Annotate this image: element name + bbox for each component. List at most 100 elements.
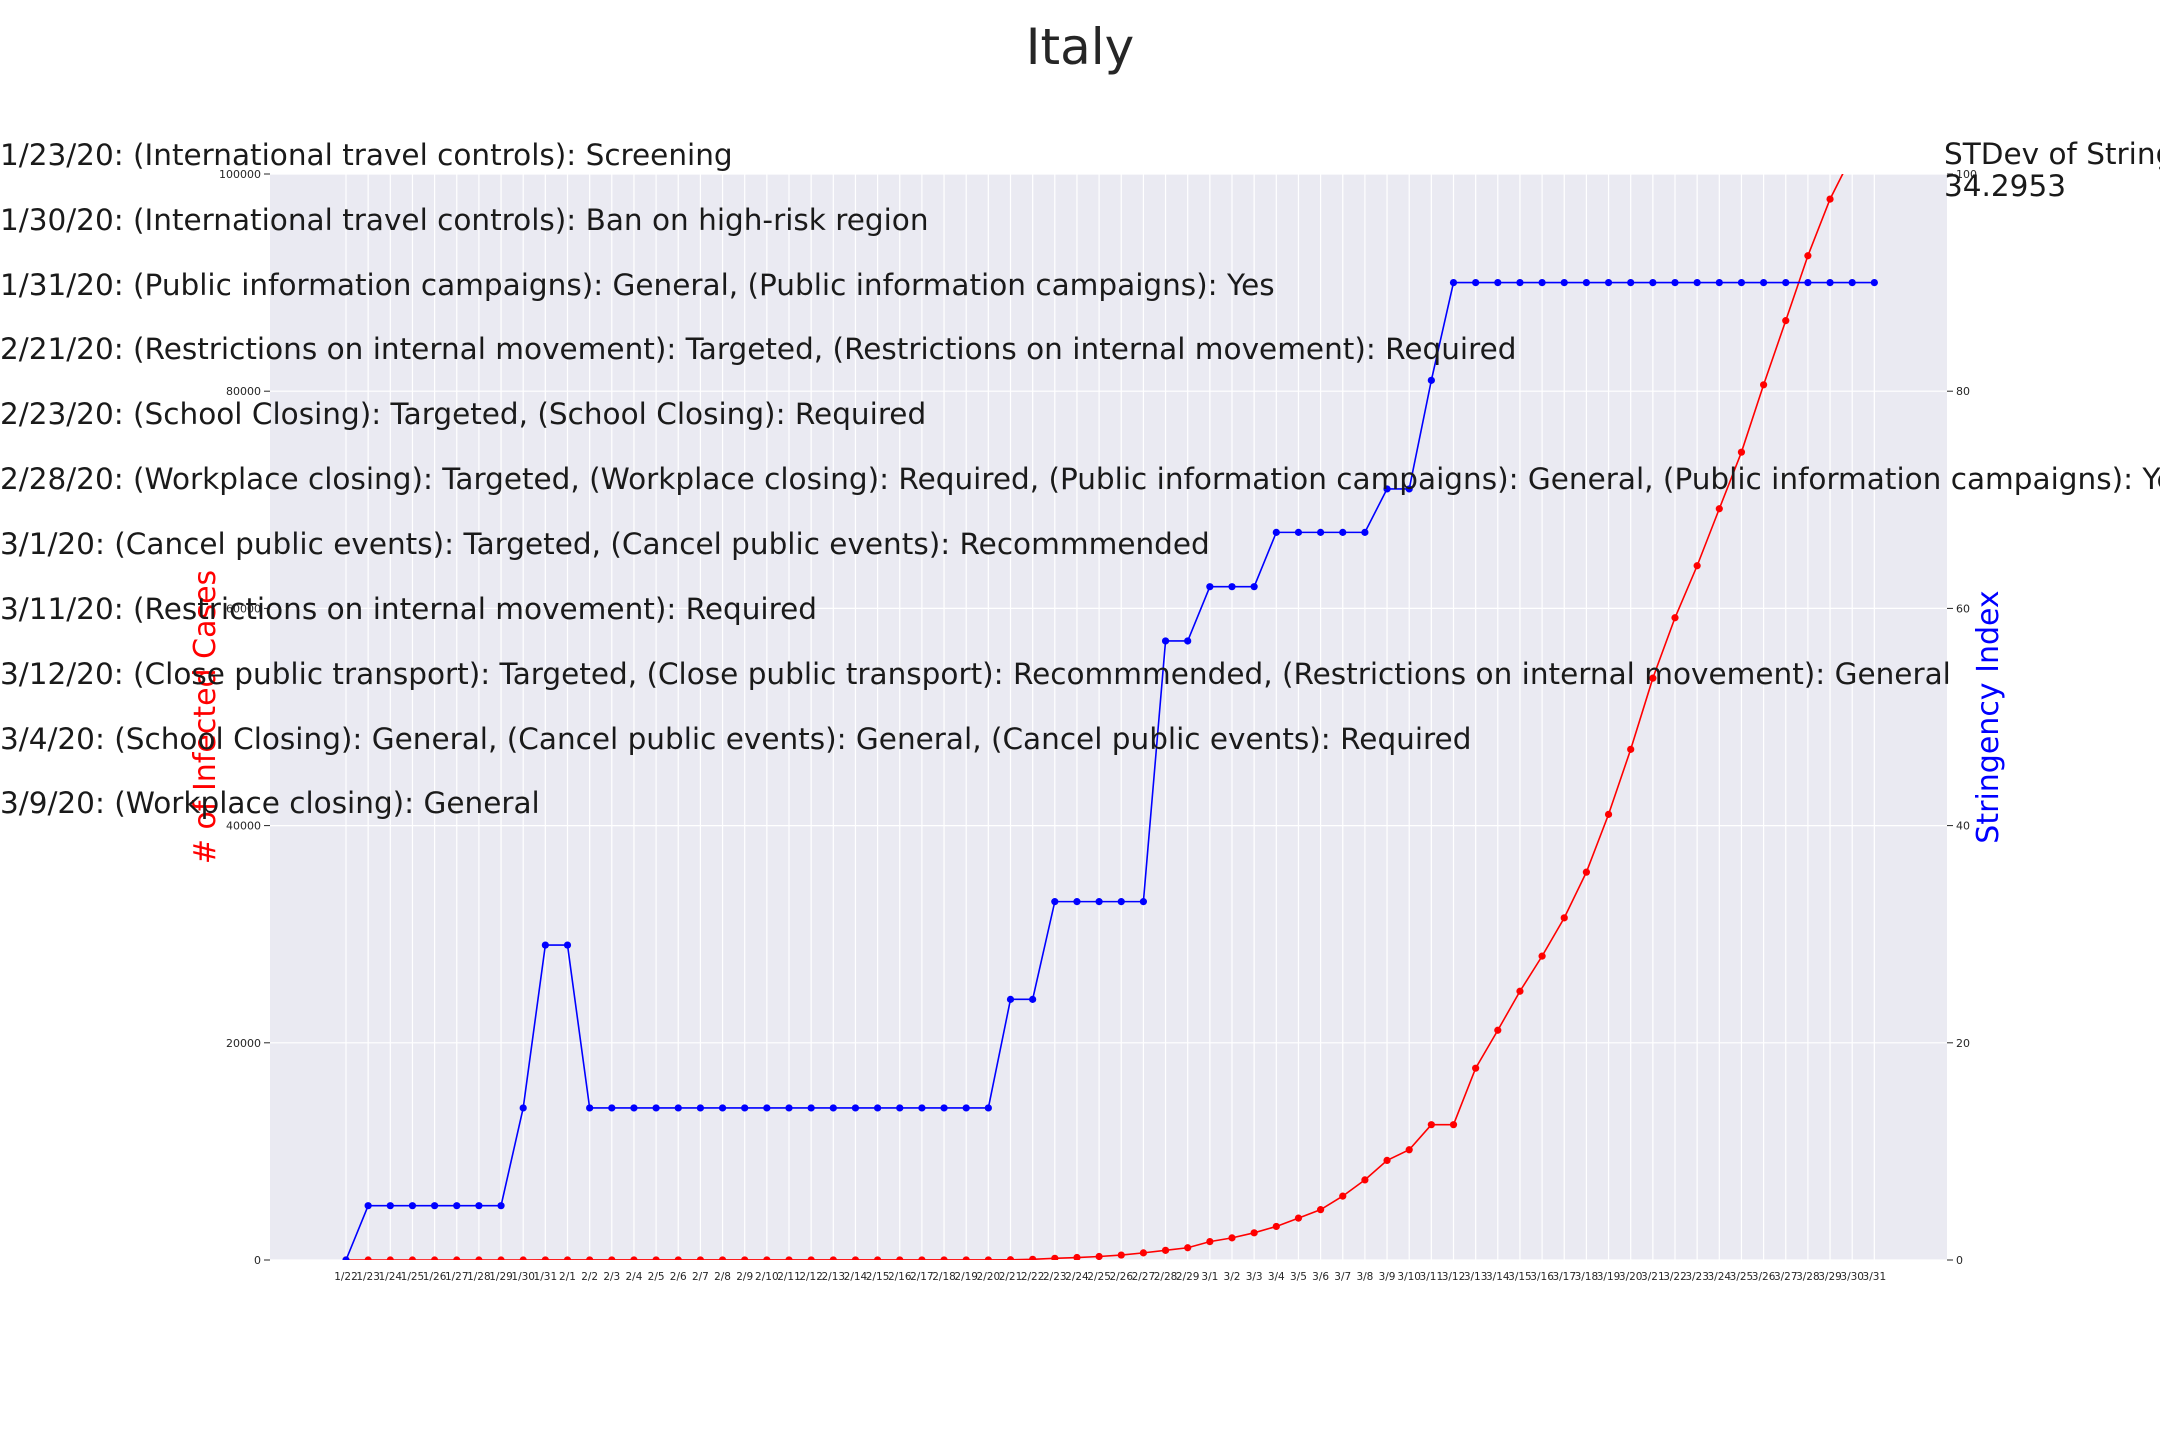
stringency-point	[962, 1104, 970, 1112]
cases-point	[896, 1256, 904, 1260]
stringency-point	[431, 1202, 439, 1210]
x-tick-label: 3/22	[1663, 1271, 1687, 1283]
stringency-point	[630, 1104, 638, 1112]
cases-point	[652, 1256, 660, 1260]
stringency-point	[851, 1104, 860, 1112]
left-axis-label: # of Infected Cases	[188, 570, 223, 864]
cases-point	[1560, 914, 1568, 922]
cases-point	[807, 1256, 815, 1260]
x-tick-label: 1/30	[511, 1271, 535, 1283]
x-tick-label: 2/29	[1176, 1271, 1200, 1283]
x-tick-label: 3/9	[1379, 1271, 1396, 1283]
stringency-point	[874, 1104, 882, 1112]
stringency-point	[940, 1104, 948, 1112]
x-tick-label: 2/8	[714, 1271, 731, 1283]
stringency-point	[541, 941, 549, 949]
stringency-point	[1006, 995, 1015, 1003]
cases-point	[1671, 614, 1679, 622]
x-tick-label: 3/3	[1246, 1271, 1263, 1283]
stringency-point	[1737, 279, 1746, 287]
stringency-point	[1538, 279, 1546, 287]
x-tick-label: 3/2	[1224, 1271, 1241, 1283]
right-tick-label: 0	[1956, 1254, 1963, 1267]
cases-point	[630, 1256, 638, 1260]
stringency-point	[1472, 279, 1480, 287]
stringency-point	[1161, 637, 1170, 645]
right-tick-label: 60	[1956, 602, 1970, 615]
x-tick-label: 3/15	[1508, 1271, 1532, 1283]
cases-point	[408, 1256, 417, 1260]
stringency-point	[364, 1202, 372, 1210]
cases-point	[1737, 448, 1746, 456]
x-tick-label: 3/10	[1397, 1271, 1421, 1283]
stringency-point	[1095, 898, 1103, 906]
cases-point	[1494, 1026, 1502, 1034]
stringency-point	[1272, 528, 1280, 536]
stringency-point	[1228, 583, 1236, 591]
right-tick-label: 100	[1956, 168, 1977, 181]
cases-point	[1073, 1253, 1081, 1260]
stringency-point	[1715, 279, 1723, 287]
stringency-point	[1826, 279, 1834, 287]
stringency-point	[1560, 279, 1568, 287]
cases-point	[1871, 107, 1878, 114]
cases-point	[1228, 1234, 1236, 1242]
grid	[270, 173, 1947, 1261]
cases-point	[984, 1256, 992, 1260]
x-tick-label: 3/6	[1312, 1271, 1329, 1283]
cases-point	[962, 1256, 970, 1260]
stringency-point	[586, 1104, 594, 1112]
cases-point	[1339, 1192, 1347, 1200]
x-tick-label: 2/9	[736, 1271, 753, 1283]
x-tick-label: 2/24	[1065, 1271, 1089, 1283]
stringency-point	[785, 1104, 793, 1112]
cases-point	[1804, 252, 1812, 260]
x-tick-label: 2/28	[1154, 1271, 1178, 1283]
stringency-point	[453, 1202, 461, 1210]
x-tick-label: 2/14	[844, 1271, 868, 1283]
stringency-point	[342, 1256, 350, 1260]
stringency-point	[829, 1104, 837, 1112]
x-tick-label: 2/21	[999, 1271, 1023, 1283]
stringency-point	[608, 1104, 616, 1112]
cases-point	[874, 1256, 882, 1260]
x-tick-label: 3/19	[1597, 1271, 1621, 1283]
cases-point	[763, 1256, 771, 1260]
x-tick-label: 3/23	[1685, 1271, 1709, 1283]
cases-point	[1029, 1255, 1037, 1260]
x-tick-label: 3/1	[1201, 1271, 1218, 1283]
series-layer	[342, 107, 1878, 1260]
cases-point	[1361, 1176, 1369, 1184]
x-tick-label: 2/17	[910, 1271, 934, 1283]
right-tick-label: 40	[1956, 820, 1970, 833]
x-tick-label: 3/13	[1464, 1271, 1488, 1283]
stringency-point	[1206, 583, 1214, 591]
cases-point	[1760, 381, 1768, 389]
cases-point	[1184, 1244, 1192, 1252]
x-tick-label: 2/16	[888, 1271, 912, 1283]
stringency-point	[1383, 485, 1391, 493]
cases-point	[1405, 1146, 1413, 1154]
x-tick-label: 1/23	[356, 1271, 380, 1283]
cases-point	[608, 1256, 616, 1260]
x-tick-label: 2/19	[954, 1271, 978, 1283]
right-axis-ticks: 0 20 40 60 80 100	[1947, 168, 1977, 1267]
x-axis-ticks: 1/221/231/241/251/261/271/281/291/301/31…	[334, 1271, 1886, 1283]
cases-point	[519, 1256, 527, 1260]
cases-point	[1095, 1252, 1103, 1260]
stringency-point	[896, 1104, 904, 1112]
left-tick-label: 60000	[226, 602, 261, 615]
left-tick-label: 100000	[219, 168, 261, 181]
stringency-point	[1361, 528, 1369, 536]
left-tick-label: 80000	[226, 385, 261, 398]
x-tick-label: 2/3	[603, 1271, 620, 1283]
x-tick-label: 2/7	[692, 1271, 709, 1283]
stringency-point	[1604, 279, 1613, 287]
cases-point	[1849, 152, 1856, 159]
stringency-point	[1782, 279, 1790, 287]
x-tick-label: 3/7	[1334, 1271, 1351, 1283]
stringency-point	[763, 1104, 771, 1112]
x-tick-label: 2/2	[581, 1271, 598, 1283]
cases-point	[586, 1256, 594, 1260]
left-tick-label: 20000	[226, 1037, 261, 1050]
